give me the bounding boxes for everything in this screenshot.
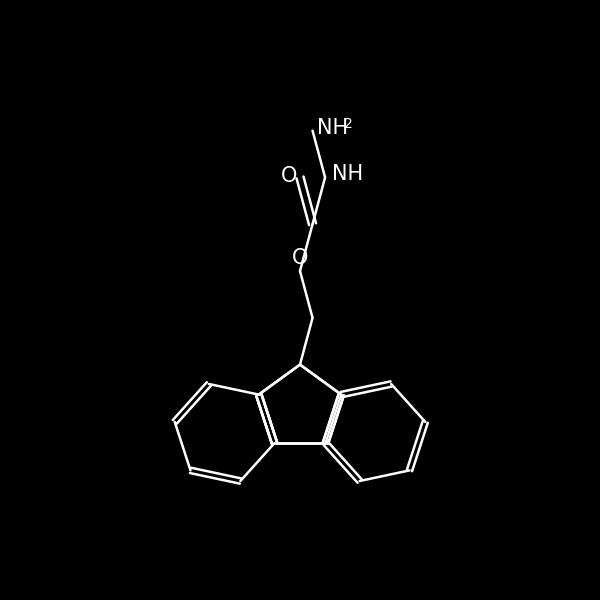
Text: NH: NH — [317, 118, 349, 137]
Text: O: O — [292, 248, 308, 268]
Text: O: O — [281, 166, 297, 186]
Text: NH: NH — [332, 164, 364, 184]
Text: 2: 2 — [344, 116, 352, 131]
